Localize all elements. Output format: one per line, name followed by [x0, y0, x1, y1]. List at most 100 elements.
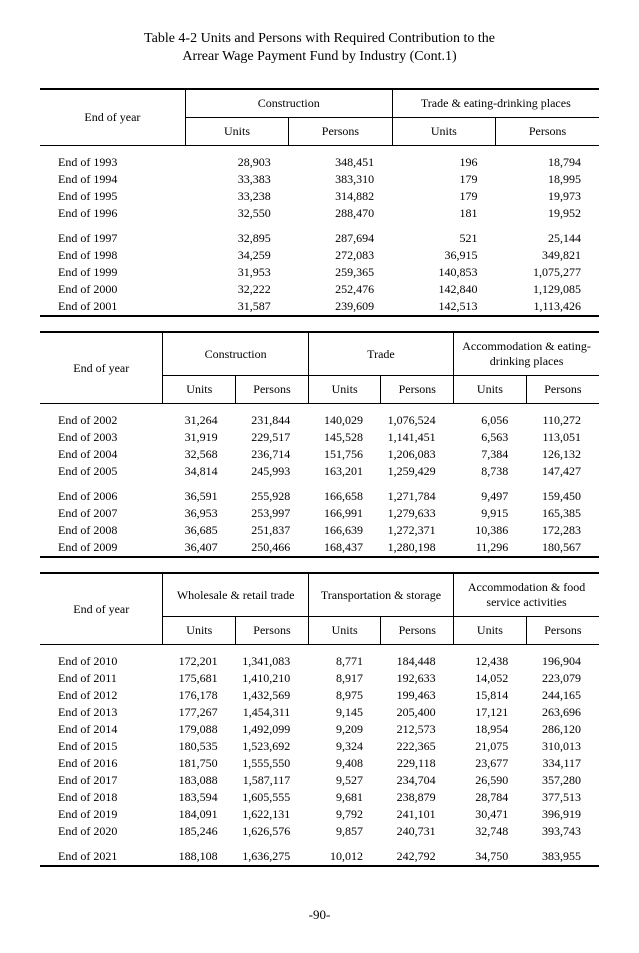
group-header: Accommodation & eating-drinking places	[454, 332, 599, 376]
table-row: End of 200032,222252,476142,8401,129,085	[40, 281, 599, 298]
cell-value: 14,052	[454, 670, 527, 687]
cell-value: 32,748	[454, 823, 527, 840]
cell-value: 166,991	[308, 505, 381, 522]
cell-value: 34,750	[454, 848, 527, 866]
cell-value: 205,400	[381, 704, 454, 721]
cell-value: 12,438	[454, 653, 527, 670]
corner-header: End of year	[40, 332, 163, 404]
cell-value: 183,088	[163, 772, 236, 789]
cell-value: 238,879	[381, 789, 454, 806]
cell-value: 140,029	[308, 412, 381, 429]
corner-header: End of year	[40, 573, 163, 645]
sub-header: Units	[163, 617, 236, 645]
cell-value: 288,470	[289, 205, 392, 222]
cell-value: 19,973	[496, 188, 599, 205]
cell-value: 10,012	[308, 848, 381, 866]
cell-value: 185,246	[163, 823, 236, 840]
sub-header: Persons	[526, 617, 599, 645]
row-label: End of 1998	[40, 247, 185, 264]
table-row: End of 2013177,2671,454,3119,145205,4001…	[40, 704, 599, 721]
cell-value: 165,385	[526, 505, 599, 522]
cell-value: 25,144	[496, 230, 599, 247]
table-row: End of 199433,383383,31017918,995	[40, 171, 599, 188]
cell-value: 32,568	[163, 446, 236, 463]
page-number: -90-	[40, 907, 599, 923]
cell-value: 175,681	[163, 670, 236, 687]
cell-value: 30,471	[454, 806, 527, 823]
corner-header: End of year	[40, 89, 185, 146]
cell-value: 212,573	[381, 721, 454, 738]
cell-value: 1,626,576	[236, 823, 309, 840]
cell-value: 23,677	[454, 755, 527, 772]
row-label: End of 2020	[40, 823, 163, 840]
group-header: Trade & eating-drinking places	[392, 89, 599, 118]
table-row: End of 199533,238314,88217919,973	[40, 188, 599, 205]
cell-value: 32,550	[185, 205, 288, 222]
table-title: Table 4-2 Units and Persons with Require…	[40, 30, 599, 66]
table-row: End of 200331,919229,517145,5281,141,451…	[40, 429, 599, 446]
cell-value: 259,365	[289, 264, 392, 281]
cell-value: 1,410,210	[236, 670, 309, 687]
cell-value: 263,696	[526, 704, 599, 721]
cell-value: 236,714	[236, 446, 309, 463]
table-section-c: End of year Wholesale & retail trade Tra…	[40, 572, 599, 867]
cell-value: 1,432,569	[236, 687, 309, 704]
cell-value: 18,794	[496, 154, 599, 171]
cell-value: 8,738	[454, 463, 527, 480]
cell-value: 176,178	[163, 687, 236, 704]
table-row: End of 2012176,1781,432,5698,975199,4631…	[40, 687, 599, 704]
sub-header: Persons	[289, 118, 392, 146]
row-label: End of 2004	[40, 446, 163, 463]
title-line-2: Arrear Wage Payment Fund by Industry (Co…	[182, 49, 456, 64]
cell-value: 1,492,099	[236, 721, 309, 738]
cell-value: 31,587	[185, 298, 288, 316]
cell-value: 36,685	[163, 522, 236, 539]
cell-value: 172,201	[163, 653, 236, 670]
cell-value: 383,955	[526, 848, 599, 866]
cell-value: 231,844	[236, 412, 309, 429]
cell-value: 33,383	[185, 171, 288, 188]
cell-value: 1,129,085	[496, 281, 599, 298]
cell-value: 377,513	[526, 789, 599, 806]
table-row: End of 199328,903348,45119618,794	[40, 154, 599, 171]
cell-value: 1,636,275	[236, 848, 309, 866]
cell-value: 196,904	[526, 653, 599, 670]
cell-value: 1,341,083	[236, 653, 309, 670]
sub-header: Units	[308, 617, 381, 645]
cell-value: 1,206,083	[381, 446, 454, 463]
cell-value: 166,639	[308, 522, 381, 539]
cell-value: 393,743	[526, 823, 599, 840]
row-label: End of 2003	[40, 429, 163, 446]
cell-value: 180,567	[526, 539, 599, 557]
cell-value: 34,814	[163, 463, 236, 480]
cell-value: 184,091	[163, 806, 236, 823]
cell-value: 196	[392, 154, 495, 171]
sub-header: Persons	[526, 376, 599, 404]
table-row: End of 2017183,0881,587,1179,527234,7042…	[40, 772, 599, 789]
table-row: End of 2016181,7501,555,5509,408229,1182…	[40, 755, 599, 772]
row-label: End of 2018	[40, 789, 163, 806]
cell-value: 1,075,277	[496, 264, 599, 281]
cell-value: 255,928	[236, 488, 309, 505]
group-header: Construction	[185, 89, 392, 118]
cell-value: 250,466	[236, 539, 309, 557]
cell-value: 142,513	[392, 298, 495, 316]
cell-value: 234,704	[381, 772, 454, 789]
cell-value: 240,731	[381, 823, 454, 840]
sub-header: Persons	[236, 617, 309, 645]
row-label: End of 2013	[40, 704, 163, 721]
row-label: End of 2002	[40, 412, 163, 429]
table-row: End of 200636,591255,928166,6581,271,784…	[40, 488, 599, 505]
table-section-a: End of year Construction Trade & eating-…	[40, 88, 599, 317]
cell-value: 179,088	[163, 721, 236, 738]
cell-value: 34,259	[185, 247, 288, 264]
cell-value: 18,995	[496, 171, 599, 188]
cell-value: 223,079	[526, 670, 599, 687]
cell-value: 239,609	[289, 298, 392, 316]
cell-value: 28,784	[454, 789, 527, 806]
sub-header: Persons	[236, 376, 309, 404]
table-row: End of 200936,407250,466168,4371,280,198…	[40, 539, 599, 557]
cell-value: 9,792	[308, 806, 381, 823]
cell-value: 9,857	[308, 823, 381, 840]
row-label: End of 1993	[40, 154, 185, 171]
